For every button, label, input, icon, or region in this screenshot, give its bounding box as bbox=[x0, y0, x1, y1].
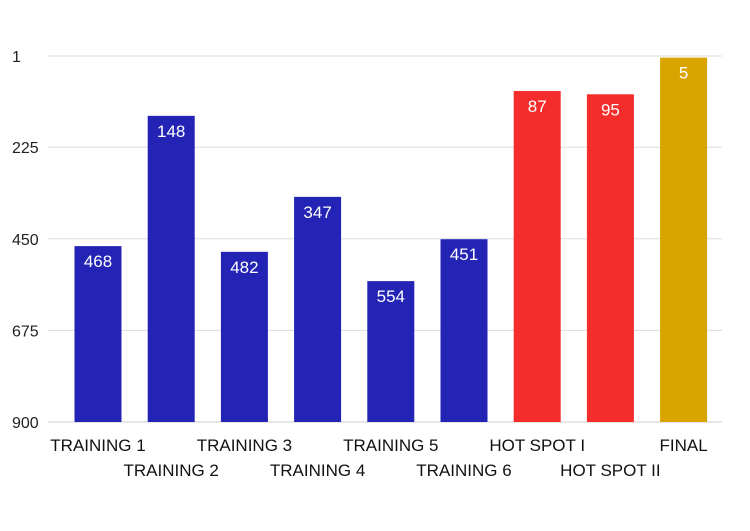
data-label: 95 bbox=[601, 100, 620, 119]
bar-layer bbox=[74, 57, 708, 422]
data-label: 482 bbox=[230, 258, 258, 277]
bar bbox=[513, 91, 561, 422]
x-category-label: TRAINING 2 bbox=[123, 461, 218, 480]
bar bbox=[74, 246, 122, 422]
data-label: 347 bbox=[303, 203, 331, 222]
bar bbox=[220, 251, 268, 422]
y-tick-label: 450 bbox=[12, 232, 39, 249]
x-category-label: FINAL bbox=[660, 436, 708, 455]
bar bbox=[660, 57, 708, 422]
label-layer: 1 225 450 675 900 468 TRAINING 1 148 TRAINING 2 4… bbox=[12, 49, 708, 480]
y-tick-label: 1 bbox=[12, 49, 21, 66]
x-category-label: TRAINING 5 bbox=[343, 436, 438, 455]
x-category-label: TRAINING 1 bbox=[50, 436, 145, 455]
data-label: 5 bbox=[679, 64, 688, 83]
x-category-label: TRAINING 6 bbox=[416, 461, 511, 480]
y-tick-label: 900 bbox=[12, 415, 39, 432]
data-label: 87 bbox=[528, 97, 547, 116]
bar bbox=[147, 115, 195, 422]
x-category-label: HOT SPOT II bbox=[560, 461, 660, 480]
y-tick-label: 225 bbox=[12, 140, 39, 157]
data-label: 468 bbox=[84, 252, 112, 271]
data-label: 554 bbox=[377, 287, 405, 306]
x-category-label: HOT SPOT I bbox=[489, 436, 585, 455]
bar bbox=[294, 196, 342, 422]
bar bbox=[367, 281, 415, 422]
bar bbox=[440, 239, 488, 422]
y-tick-label: 675 bbox=[12, 323, 39, 340]
x-category-label: TRAINING 3 bbox=[197, 436, 292, 455]
data-label: 451 bbox=[450, 245, 478, 264]
bar bbox=[586, 94, 634, 422]
x-category-label: TRAINING 4 bbox=[270, 461, 365, 480]
data-label: 148 bbox=[157, 122, 185, 141]
